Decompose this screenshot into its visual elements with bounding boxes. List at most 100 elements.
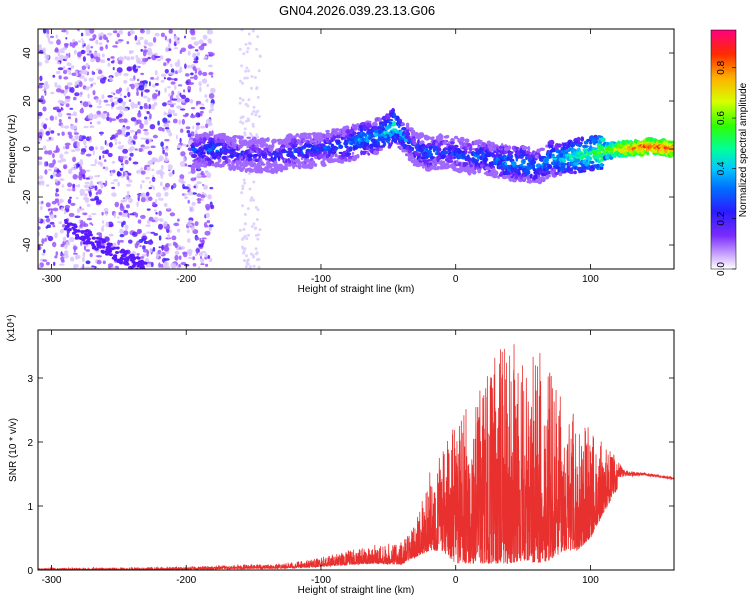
ridge-blob: [577, 144, 583, 147]
noise-blob: [62, 146, 66, 150]
noise-blob: [110, 91, 114, 95]
ridge-blob: [223, 133, 226, 136]
noise-blob: [117, 145, 124, 150]
ridge-blob: [580, 136, 585, 142]
noise-blob: [193, 185, 196, 189]
ridge-blob: [450, 141, 455, 144]
noise-blob: [137, 260, 142, 264]
x-tick-label: -100: [311, 575, 331, 586]
noise-blob: [43, 123, 47, 130]
noise-blob: [143, 131, 149, 136]
noise-blob: [102, 260, 106, 265]
noise-blob: [131, 106, 135, 109]
noise-blob: [257, 115, 261, 118]
noise-blob: [120, 199, 126, 203]
noise-blob: [206, 220, 211, 224]
noise-blob: [83, 196, 89, 201]
y-tick-label: 3: [27, 374, 33, 385]
noise-blob: [159, 263, 164, 268]
noise-blob: [163, 77, 166, 80]
noise-blob: [141, 235, 148, 241]
ridge-blob: [531, 158, 536, 164]
noise-blob: [85, 177, 90, 180]
ridge-blob: [467, 143, 472, 148]
noise-blob: [93, 113, 98, 120]
noise-blob: [256, 237, 260, 241]
noise-blob: [247, 98, 251, 102]
noise-blob: [198, 45, 205, 51]
noise-blob: [52, 171, 56, 177]
noise-blob: [200, 170, 204, 174]
noise-blob: [162, 102, 167, 107]
noise-blob: [163, 203, 168, 207]
noise-blob: [77, 40, 82, 43]
noise-blob: [132, 262, 137, 266]
noise-blob: [125, 126, 131, 130]
noise-blob: [169, 38, 172, 44]
noise-blob: [62, 236, 67, 242]
ridge-blob: [501, 175, 508, 180]
noise-blob: [66, 232, 70, 238]
noise-blob: [184, 263, 190, 267]
ridge-blob: [297, 165, 302, 170]
noise-blob: [148, 187, 152, 190]
noise-blob: [144, 164, 151, 167]
noise-blob: [79, 108, 85, 114]
noise-blob: [103, 110, 108, 114]
noise-blob: [43, 218, 46, 225]
noise-blob: [185, 126, 191, 130]
noise-blob: [107, 58, 111, 61]
noise-blob: [79, 224, 83, 228]
noise-blob: [38, 111, 43, 117]
noise-blob: [155, 192, 162, 198]
ridge-blob: [457, 149, 463, 155]
noise-blob: [252, 180, 256, 184]
noise-blob: [78, 161, 84, 165]
noise-blob: [164, 69, 169, 74]
noise-blob: [172, 169, 175, 175]
noise-blob: [201, 237, 207, 240]
noise-blob: [119, 156, 125, 161]
noise-blob: [161, 73, 167, 78]
ridge-blob: [367, 153, 371, 156]
noise-blob: [177, 69, 183, 73]
noise-blob: [146, 166, 151, 171]
ridge-blob: [414, 159, 418, 164]
noise-blob: [198, 243, 204, 248]
noise-blob: [119, 205, 125, 212]
noise-blob: [177, 218, 180, 222]
noise-blob: [180, 151, 186, 157]
noise-blob: [129, 265, 134, 269]
noise-blob: [43, 83, 50, 90]
noise-blob: [56, 61, 60, 65]
noise-blob: [184, 63, 187, 69]
colorbar-tick-label: 0.2: [716, 211, 727, 225]
ridge-blob: [576, 141, 583, 145]
noise-blob: [61, 124, 64, 129]
noise-blob: [202, 71, 208, 77]
ridge-blob: [388, 138, 391, 141]
noise-blob: [85, 229, 90, 233]
noise-blob: [200, 256, 202, 259]
ridge-blob: [374, 149, 378, 155]
noise-blob: [126, 56, 131, 61]
noise-blob: [62, 224, 66, 228]
noise-blob: [100, 133, 103, 136]
noise-blob: [90, 53, 94, 59]
noise-blob: [80, 220, 84, 225]
noise-blob: [150, 145, 156, 149]
noise-blob: [66, 188, 73, 192]
noise-blob: [208, 109, 212, 114]
noise-blob: [139, 105, 143, 110]
noise-blob: [100, 182, 104, 189]
noise-blob: [148, 81, 151, 87]
ridge-blob: [282, 167, 289, 171]
noise-blob: [175, 39, 180, 45]
noise-blob: [247, 119, 251, 122]
noise-blob: [158, 155, 164, 162]
ridge-blob: [393, 140, 398, 144]
noise-blob: [188, 219, 193, 223]
ridge-blob: [396, 142, 400, 145]
noise-blob: [155, 70, 158, 76]
noise-blob: [200, 257, 205, 264]
